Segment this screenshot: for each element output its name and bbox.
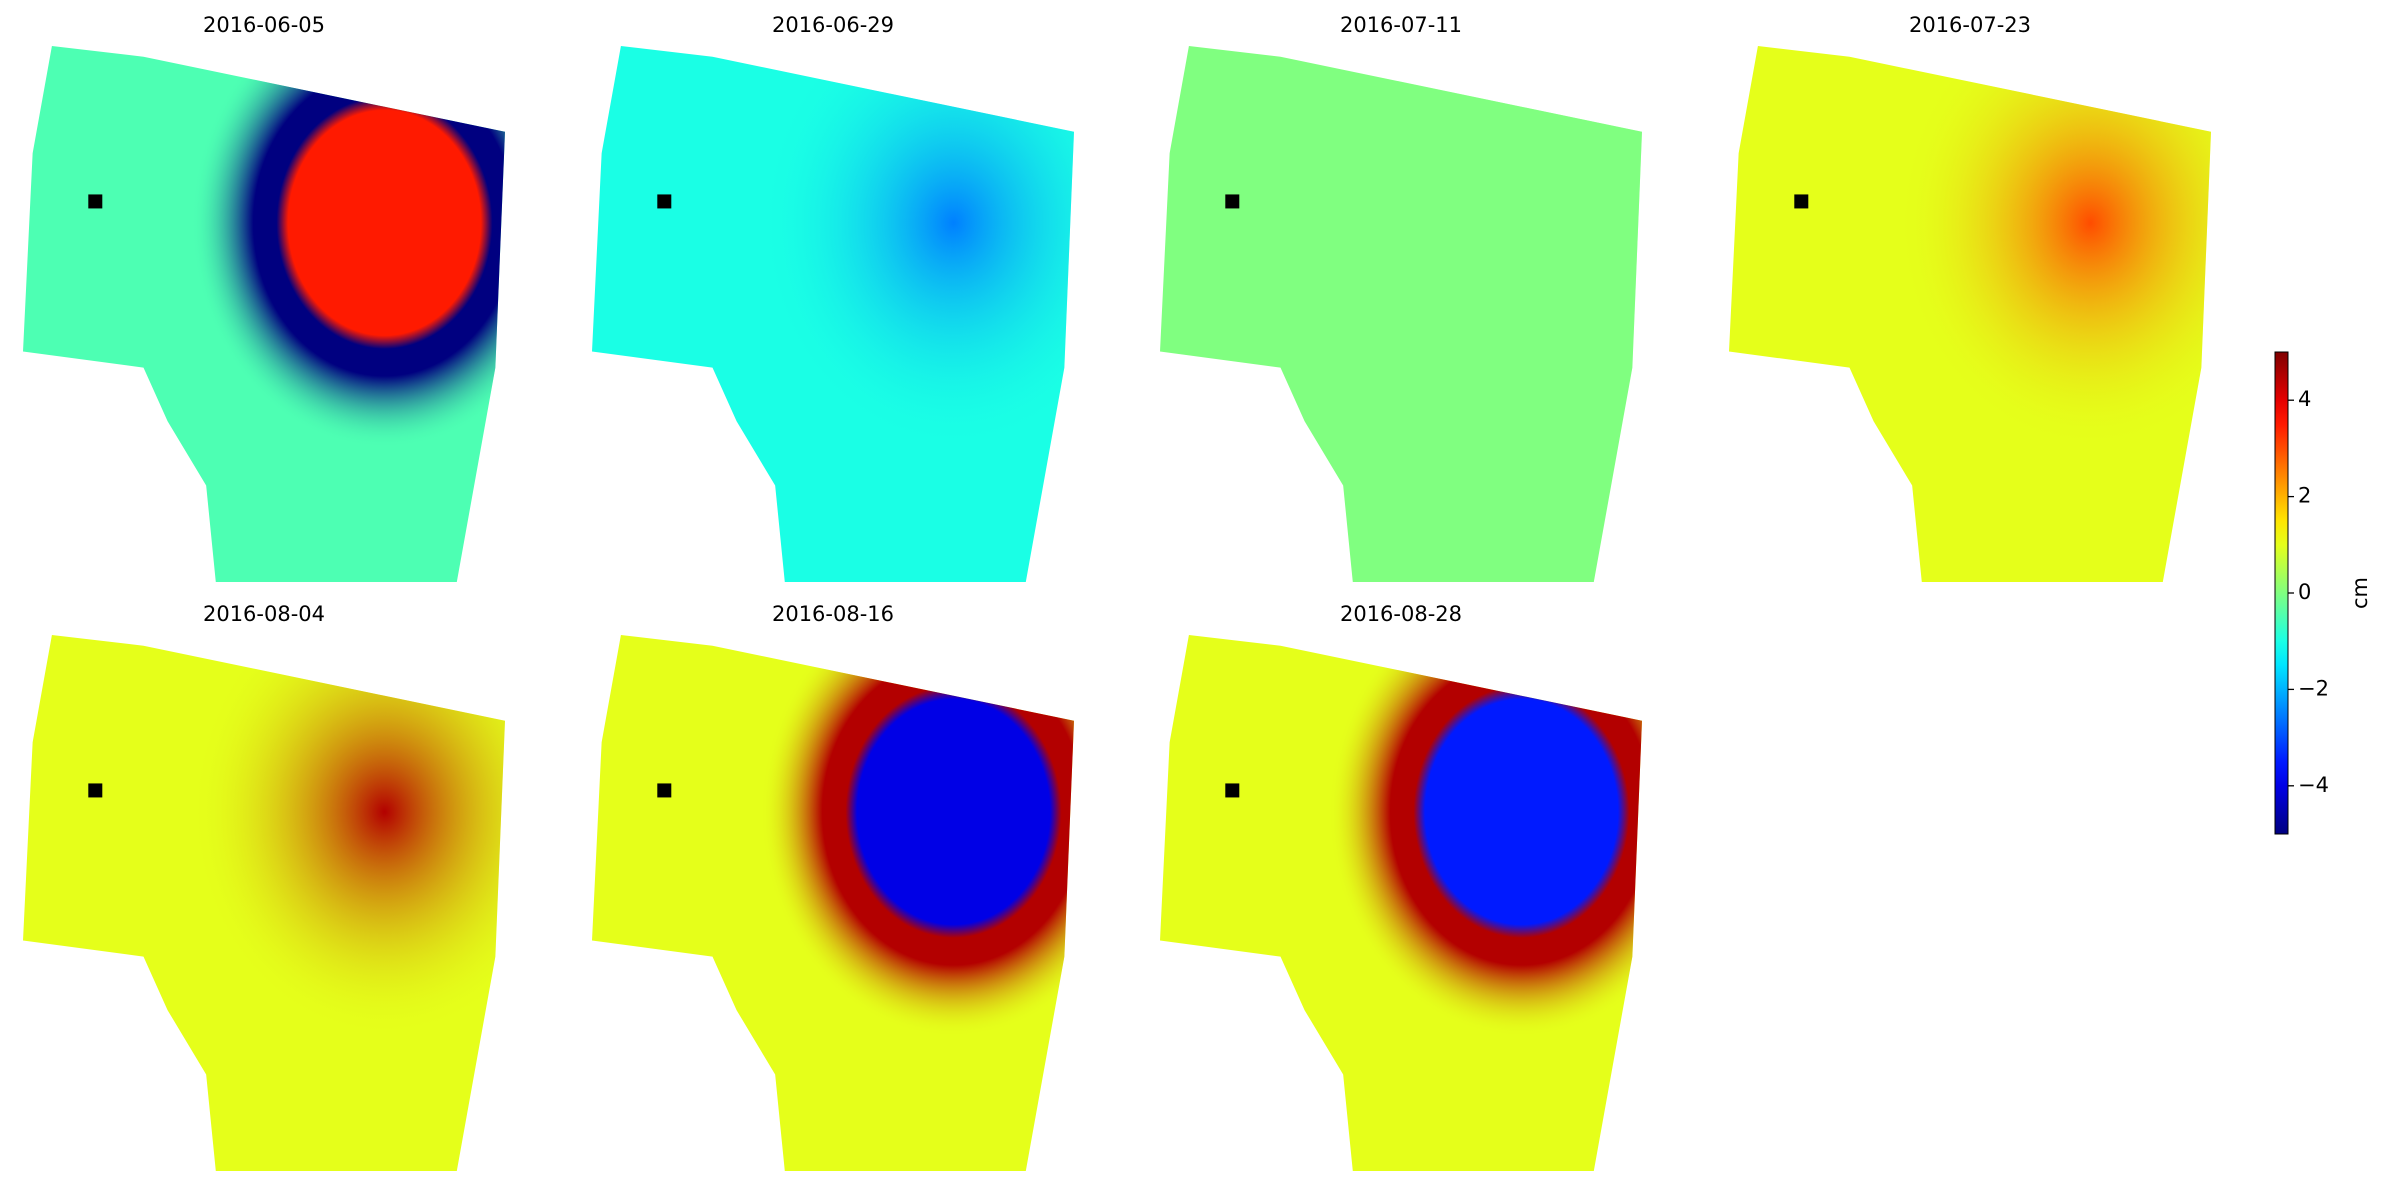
panel-title: 2016-06-05 [203,13,325,37]
panel-title: 2016-07-11 [1340,13,1462,37]
colorbar-tick-label: −4 [2298,773,2329,797]
reference-point [88,194,103,209]
deformation [760,635,1074,1037]
reference-point [657,194,672,209]
panel-title: 2016-07-23 [1909,13,2031,37]
panel-title: 2016-08-16 [772,602,894,626]
panel-title: 2016-08-28 [1340,602,1462,626]
reference-point [88,783,103,798]
colorbar-tick-label: 0 [2298,580,2311,604]
reference-point [1225,783,1240,798]
deformation [760,46,1074,448]
colorbar [2274,351,2289,835]
panel-title: 2016-06-29 [772,13,894,37]
reference-point [657,783,672,798]
deformation [191,46,505,448]
deformation [1328,46,1642,448]
reference-point [1225,194,1240,209]
colorbar-tick-label: −2 [2298,676,2329,700]
deformation [1328,635,1642,1037]
colorbar-tick-label: 2 [2298,484,2311,508]
colorbar-label: cm [2348,577,2372,609]
panel-title: 2016-08-04 [203,602,325,626]
deformation [1897,46,2211,448]
deformation [191,635,505,1037]
colorbar-tick-label: 4 [2298,387,2311,411]
reference-point [1794,194,1809,209]
